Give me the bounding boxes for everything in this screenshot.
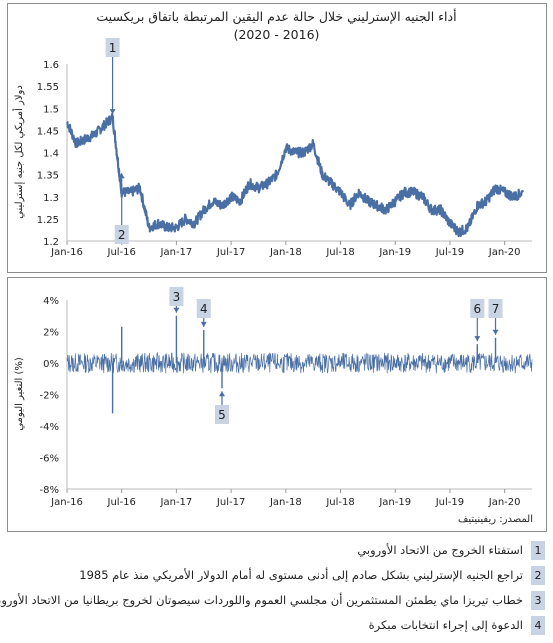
y-tick-label: 1.3 bbox=[43, 193, 59, 204]
x-tick-label: Jan-20 bbox=[488, 497, 521, 508]
x-tick-label: Jul-17 bbox=[216, 497, 245, 508]
chart-subtitle: (2020 - 2016) bbox=[233, 27, 320, 42]
y-tick-label: 1.4 bbox=[43, 149, 59, 160]
annotation-box bbox=[215, 405, 229, 424]
annotation-box bbox=[105, 38, 120, 57]
note-item: 1 استفتاء الخروج من الاتحاد الأوروبي bbox=[20, 541, 545, 563]
annotation-box bbox=[196, 299, 211, 318]
annotation-box bbox=[169, 287, 184, 306]
source-note: المصدر: ريفينيتيف bbox=[457, 514, 533, 525]
y-tick-label: 4% bbox=[43, 296, 59, 307]
y-tick-label: 1.5 bbox=[43, 104, 59, 115]
y-tick-label: 1.35 bbox=[37, 171, 59, 182]
annotation-label: 4 bbox=[200, 302, 208, 316]
annotation-arrowhead bbox=[219, 391, 225, 397]
x-tick-label: Jan-16 bbox=[50, 497, 83, 508]
annotation-label: 2 bbox=[118, 228, 126, 242]
annotation-arrowhead bbox=[109, 109, 116, 115]
x-tick-label: Jan-20 bbox=[488, 247, 521, 258]
annotation-box bbox=[114, 225, 129, 244]
x-tick-label: Jan-19 bbox=[378, 247, 411, 258]
annotation-arrowhead bbox=[173, 307, 180, 313]
annotation-box bbox=[470, 299, 485, 318]
note-text: تراجع الجنيه الإسترليني بشكل صادم إلى أد… bbox=[79, 568, 523, 582]
y-tick-label: 2% bbox=[43, 328, 59, 339]
note-item: 3 خطاب تيريزا ماي يطمئن المستثمرين أن مج… bbox=[0, 591, 545, 613]
x-tick-label: Jan-17 bbox=[160, 497, 193, 508]
x-tick-label: Jul-17 bbox=[216, 247, 245, 258]
annotation-label: 1 bbox=[109, 41, 117, 55]
annotation-label: 6 bbox=[473, 302, 481, 316]
chart-title: أداء الجنيه الإسترليني خلال حالة عدم الي… bbox=[96, 9, 457, 24]
note-number: 2 bbox=[531, 566, 545, 585]
x-tick-label: Jan-18 bbox=[269, 247, 302, 258]
x-tick-label: Jul-19 bbox=[435, 497, 464, 508]
annotation-label: 5 bbox=[218, 408, 226, 422]
y-tick-label: 1.45 bbox=[37, 126, 59, 137]
y-axis-label: (%) التغير اليومي bbox=[14, 357, 25, 431]
x-tick-label: Jan-16 bbox=[50, 247, 83, 258]
x-tick-label: Jan-17 bbox=[160, 247, 193, 258]
y-tick-label: 1.2 bbox=[43, 237, 59, 248]
y-tick-label: -8% bbox=[40, 485, 59, 496]
note-text: خطاب تيريزا ماي يطمئن المستثمرين أن مجلس… bbox=[0, 593, 523, 607]
note-item: 2 تراجع الجنيه الإسترليني بشكل صادم إلى … bbox=[20, 566, 545, 588]
note-number: 3 bbox=[531, 591, 545, 610]
x-tick-label: Jan-18 bbox=[269, 497, 302, 508]
note-text: استفتاء الخروج من الاتحاد الأوروبي bbox=[357, 543, 523, 557]
x-tick-label: Jul-19 bbox=[435, 247, 464, 258]
x-tick-label: Jul-16 bbox=[107, 497, 136, 508]
annotation-label: 3 bbox=[173, 290, 181, 304]
annotation-arrowhead bbox=[200, 321, 207, 327]
y-tick-label: 1.55 bbox=[37, 82, 59, 93]
price-series-line bbox=[66, 112, 524, 238]
y-tick-label: -4% bbox=[40, 422, 59, 433]
x-tick-label: Jul-18 bbox=[325, 247, 354, 258]
y-tick-label: 0% bbox=[43, 359, 59, 370]
x-tick-label: Jul-18 bbox=[325, 497, 354, 508]
y-tick-label: 1.25 bbox=[37, 215, 59, 226]
note-number: 1 bbox=[531, 541, 545, 560]
x-tick-label: Jan-19 bbox=[378, 497, 411, 508]
note-text: الدعوة إلى إجراء انتخابات مبكرة bbox=[368, 618, 523, 632]
annotation-arrowhead bbox=[492, 329, 499, 335]
note-item: 4 الدعوة إلى إجراء انتخابات مبكرة bbox=[20, 616, 545, 638]
y-tick-label: -6% bbox=[40, 454, 59, 465]
y-tick-label: -2% bbox=[40, 391, 59, 402]
annotation-arrowhead bbox=[118, 173, 125, 179]
change-series-line bbox=[66, 351, 533, 374]
note-number: 4 bbox=[531, 616, 545, 635]
x-tick-label: Jul-16 bbox=[107, 247, 136, 258]
annotation-label: 7 bbox=[492, 302, 500, 316]
annotation-box bbox=[488, 299, 503, 318]
y-tick-label: 1.6 bbox=[43, 60, 59, 71]
annotation-arrowhead bbox=[474, 336, 481, 342]
y-axis-label: دولار أمريكي لكل جنيه إسترليني bbox=[12, 85, 25, 219]
